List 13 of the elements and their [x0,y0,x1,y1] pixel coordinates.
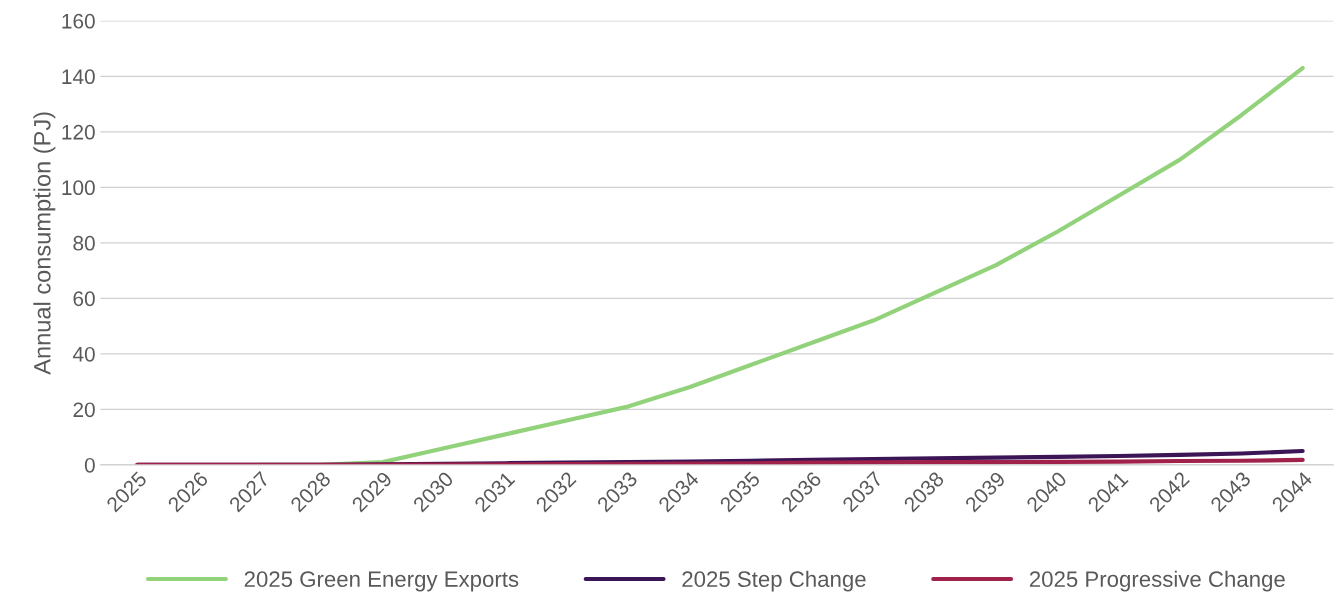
y-tick-label: 100 [62,180,95,196]
y-tick-label: 20 [73,402,95,418]
legend-label: 2025 Step Change [682,570,866,592]
y-tick-label: 160 [62,13,95,29]
y-tick-label: 60 [73,291,95,307]
legend-label: 2025 Green Energy Exports [244,571,519,592]
y-tick-label: 0 [84,457,95,473]
y-tick-label: 80 [73,235,95,251]
y-tick-label: 120 [62,124,95,140]
y-axis-title: Annual consumption (PJ) [33,112,56,375]
legend-label: 2025 Progressive Change [1029,570,1285,592]
y-tick-label: 40 [72,346,95,362]
y-tick-label: 140 [62,69,95,85]
